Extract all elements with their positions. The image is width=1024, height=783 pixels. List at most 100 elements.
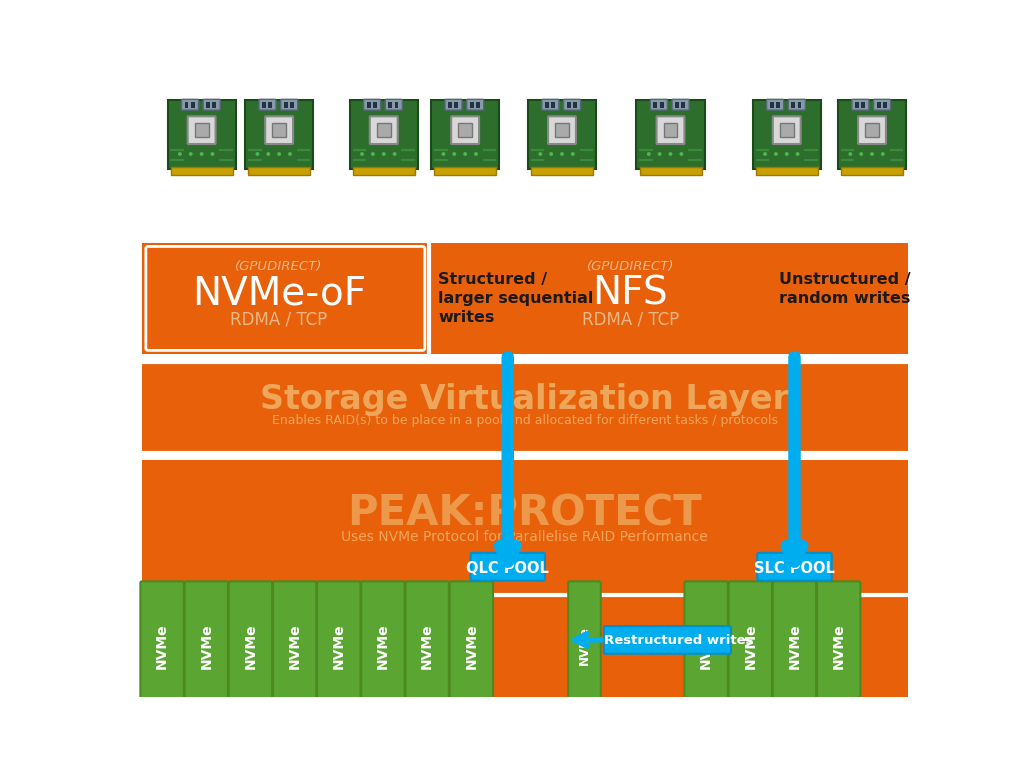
FancyBboxPatch shape <box>767 99 783 110</box>
FancyBboxPatch shape <box>729 581 772 698</box>
Bar <box>877 102 881 108</box>
FancyBboxPatch shape <box>265 117 293 144</box>
Bar <box>531 167 593 175</box>
Bar <box>470 102 474 108</box>
Text: NVMe: NVMe <box>578 626 591 666</box>
Text: NVMe: NVMe <box>155 623 169 669</box>
Text: PEAK:PROTECT: PEAK:PROTECT <box>347 493 702 535</box>
FancyBboxPatch shape <box>228 581 272 698</box>
Bar <box>352 167 415 175</box>
FancyBboxPatch shape <box>672 99 689 110</box>
Bar <box>367 102 371 108</box>
Text: NVMe: NVMe <box>743 623 758 669</box>
Circle shape <box>288 152 292 156</box>
Circle shape <box>453 152 457 156</box>
Bar <box>640 167 701 175</box>
FancyBboxPatch shape <box>168 100 236 169</box>
Bar <box>268 102 272 108</box>
Circle shape <box>211 152 214 156</box>
FancyBboxPatch shape <box>858 117 886 144</box>
Bar <box>394 102 398 108</box>
Text: Uses NVMe Protocol for Parallelise RAID Performance: Uses NVMe Protocol for Parallelise RAID … <box>341 530 709 543</box>
Bar <box>142 460 907 595</box>
Circle shape <box>549 152 553 156</box>
Text: RDMA / TCP: RDMA / TCP <box>582 310 679 328</box>
Text: NVMe: NVMe <box>787 623 802 669</box>
FancyBboxPatch shape <box>650 99 668 110</box>
Circle shape <box>763 152 767 156</box>
Bar <box>779 123 794 137</box>
Circle shape <box>188 152 193 156</box>
Circle shape <box>178 152 182 156</box>
Bar <box>388 102 392 108</box>
Bar <box>142 243 907 354</box>
Bar <box>551 102 555 108</box>
Bar <box>675 102 679 108</box>
Bar <box>206 102 210 108</box>
FancyBboxPatch shape <box>548 117 575 144</box>
Text: NVMe-oF: NVMe-oF <box>193 275 367 313</box>
FancyBboxPatch shape <box>259 99 276 110</box>
Bar <box>190 102 195 108</box>
FancyBboxPatch shape <box>317 581 360 698</box>
Bar <box>455 102 458 108</box>
Bar <box>142 548 907 705</box>
Text: Storage Virtualization Layer: Storage Virtualization Layer <box>260 384 790 417</box>
FancyBboxPatch shape <box>406 581 449 698</box>
FancyBboxPatch shape <box>873 99 891 110</box>
FancyBboxPatch shape <box>604 626 731 654</box>
Text: RDMA / TCP: RDMA / TCP <box>230 310 328 328</box>
Bar <box>855 102 859 108</box>
Bar <box>171 167 232 175</box>
Bar <box>284 102 288 108</box>
Text: (GPUDIRECT): (GPUDIRECT) <box>587 259 674 272</box>
Bar <box>865 123 879 137</box>
Circle shape <box>441 152 445 156</box>
Bar <box>545 102 549 108</box>
Bar <box>458 123 472 137</box>
Circle shape <box>360 152 364 156</box>
FancyBboxPatch shape <box>636 100 705 169</box>
FancyBboxPatch shape <box>656 117 684 144</box>
Circle shape <box>255 152 259 156</box>
Circle shape <box>796 152 800 156</box>
FancyBboxPatch shape <box>773 581 816 698</box>
Bar <box>664 123 678 137</box>
Bar <box>262 102 266 108</box>
Circle shape <box>881 152 885 156</box>
Text: (GPUDIRECT): (GPUDIRECT) <box>236 259 323 272</box>
FancyBboxPatch shape <box>452 117 479 144</box>
FancyBboxPatch shape <box>450 581 493 698</box>
FancyBboxPatch shape <box>568 581 601 698</box>
FancyBboxPatch shape <box>788 99 805 110</box>
FancyBboxPatch shape <box>471 553 545 581</box>
FancyBboxPatch shape <box>753 100 821 169</box>
Circle shape <box>463 152 467 156</box>
Text: NFS: NFS <box>593 275 668 313</box>
Text: SLC POOL: SLC POOL <box>754 561 835 576</box>
Bar <box>272 123 286 137</box>
Circle shape <box>870 152 873 156</box>
Bar <box>653 102 657 108</box>
FancyBboxPatch shape <box>542 99 559 110</box>
FancyBboxPatch shape <box>684 581 728 698</box>
Text: NVMe: NVMe <box>464 623 478 669</box>
FancyBboxPatch shape <box>273 581 316 698</box>
Circle shape <box>382 152 386 156</box>
Bar <box>195 123 209 137</box>
FancyBboxPatch shape <box>203 99 220 110</box>
Text: NVMe: NVMe <box>376 623 390 669</box>
Text: NVMe: NVMe <box>332 623 346 669</box>
Circle shape <box>539 152 543 156</box>
Bar <box>792 102 796 108</box>
Bar <box>798 102 802 108</box>
Bar <box>776 102 779 108</box>
Bar <box>184 102 188 108</box>
Circle shape <box>784 152 788 156</box>
Circle shape <box>278 152 281 156</box>
FancyBboxPatch shape <box>364 99 381 110</box>
Bar <box>756 167 818 175</box>
Circle shape <box>200 152 204 156</box>
Text: NVMe: NVMe <box>288 623 302 669</box>
Bar <box>377 123 391 137</box>
